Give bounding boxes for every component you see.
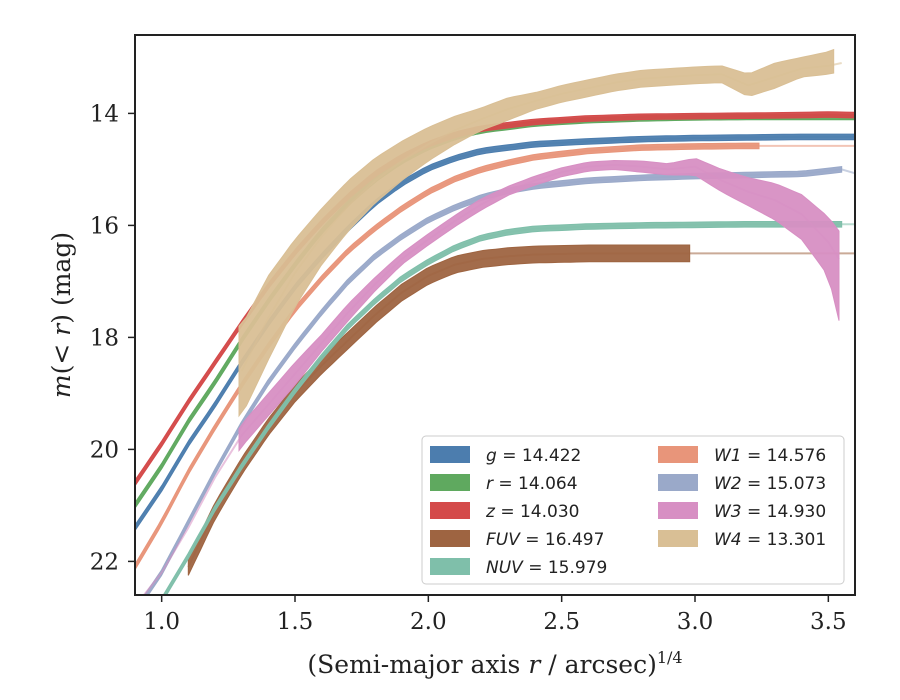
legend-label: W3 = 14.930 [714,502,826,522]
series-uncertainty-band [238,158,840,452]
legend-swatch [658,446,698,463]
legend-label: z = 14.030 [485,502,579,522]
legend-item-nuv: NUV = 15.979 [430,558,607,578]
series-w3 [142,158,840,595]
y-tick-label: 16 [90,213,119,239]
legend-label: W1 = 14.576 [714,446,826,466]
y-axis-label: m(< r) (mag) [47,232,76,398]
series-uncertainty-band [238,48,835,418]
legend-label: FUV = 16.497 [486,530,604,550]
legend-label: g = 14.422 [486,446,581,466]
legend-swatch [658,530,698,547]
legend-item-w4: W4 = 13.301 [658,530,826,550]
legend-label: W4 = 13.301 [714,530,826,550]
legend-swatch [658,502,698,519]
x-tick-label: 3.0 [677,609,714,635]
legend-swatch [430,446,470,463]
y-axis: 14 16 18 20 22 [90,101,135,575]
legend-label: NUV = 15.979 [486,558,607,578]
y-tick-label: 20 [90,437,119,463]
x-axis: 1.0 1.5 2.0 2.5 3.0 3.5 [143,595,847,635]
series-layer [135,48,855,595]
y-tick-label: 18 [90,325,119,351]
legend-item-r: r = 14.064 [430,474,578,494]
legend: g = 14.422 r = 14.064 z = 14.030 FUV = 16.4… [421,435,845,585]
x-axis-label: (Semi-major axis r / arcsec)1/4 [307,648,682,679]
series-uncertainty-band [187,244,691,576]
series-uncertainty-band [162,221,843,595]
x-tick-label: 2.5 [543,609,580,635]
x-tick-label: 2.0 [410,609,447,635]
x-tick-label: 1.5 [277,609,314,635]
legend-item-w1: W1 = 14.576 [658,446,826,466]
legend-swatch [658,474,698,491]
legend-item-z: z = 14.030 [430,502,579,522]
y-tick-label: 22 [90,549,119,575]
legend-swatch [430,502,470,519]
x-tick-label: 1.0 [143,609,180,635]
legend-swatch [430,474,470,491]
x-tick-label: 3.5 [810,609,847,635]
plot-frame [134,34,856,596]
series-nuv [162,221,855,595]
legend-item-w2: W2 = 15.073 [658,474,826,494]
legend-item-g: g = 14.422 [430,446,581,466]
legend-label: r = 14.064 [486,474,578,494]
legend-swatch [430,558,470,575]
series-w4 [238,48,842,418]
legend-swatch [430,530,470,547]
legend-label: W2 = 15.073 [714,474,826,494]
y-tick-label: 14 [90,101,119,127]
series-uncertainty-band [143,166,843,595]
legend-item-w3: W3 = 14.930 [658,502,826,522]
legend-box [421,435,845,585]
legend-item-fuv: FUV = 16.497 [430,530,604,550]
